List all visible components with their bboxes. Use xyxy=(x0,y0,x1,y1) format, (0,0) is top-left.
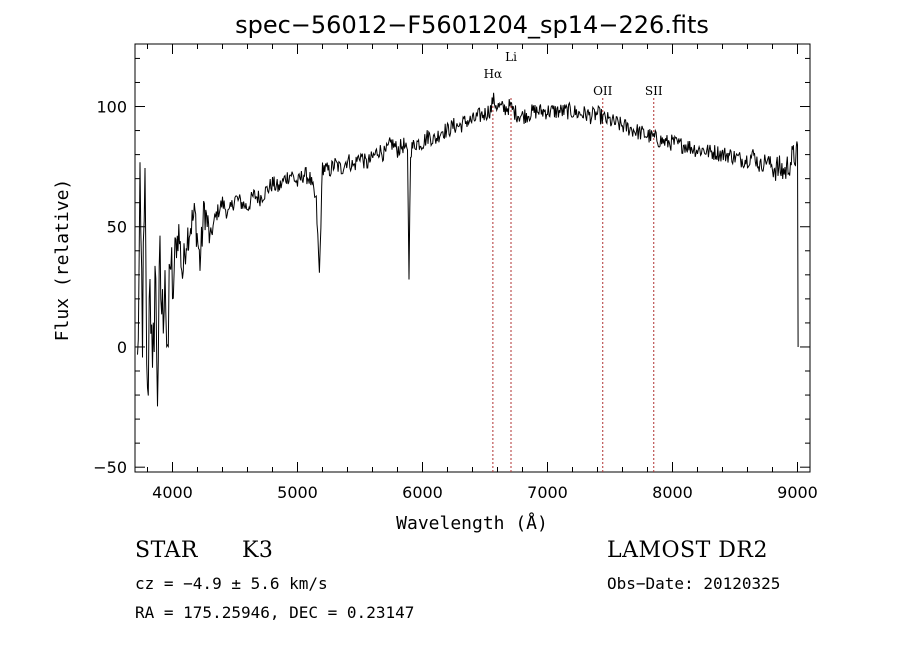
chart-title: spec−56012−F5601204_sp14−226.fits xyxy=(235,11,709,39)
spectrum-line xyxy=(137,92,799,407)
redshift-velocity: cz = −4.9 ± 5.6 km/s xyxy=(135,574,328,593)
y-tick-label: −50 xyxy=(93,458,127,477)
plot-frame xyxy=(134,43,811,473)
spectral-line-label: OII xyxy=(593,84,613,98)
y-tick-label: 100 xyxy=(96,98,127,117)
x-tick-label: 4000 xyxy=(152,483,193,502)
x-tick-label: 9000 xyxy=(777,483,818,502)
spectral-line-label: SII xyxy=(645,84,663,98)
x-tick-label: 5000 xyxy=(277,483,318,502)
x-tick-label: 7000 xyxy=(527,483,568,502)
spectral-line-label: Li xyxy=(505,50,517,64)
y-axis-label: Flux (relative) xyxy=(52,179,73,342)
survey-name: LAMOST DR2 xyxy=(607,538,768,563)
x-tick-label: 6000 xyxy=(402,483,443,502)
axis-ticks: 4000 5000 6000 7000 8000 9000 −50 0 50 100 xyxy=(93,44,818,502)
x-axis-label: Wavelength (Å) xyxy=(396,512,548,534)
object-class: STAR xyxy=(135,538,198,563)
x-tick-label: 8000 xyxy=(652,483,693,502)
y-tick-label: 50 xyxy=(107,218,127,237)
y-tick-label: 0 xyxy=(117,338,127,357)
observation-date: Obs−Date: 20120325 xyxy=(607,574,781,593)
spectral-line-label: Hα xyxy=(484,67,503,81)
subclass: K3 xyxy=(242,538,274,563)
ra-dec-coordinates: RA = 175.25946, DEC = 0.23147 xyxy=(135,603,415,622)
